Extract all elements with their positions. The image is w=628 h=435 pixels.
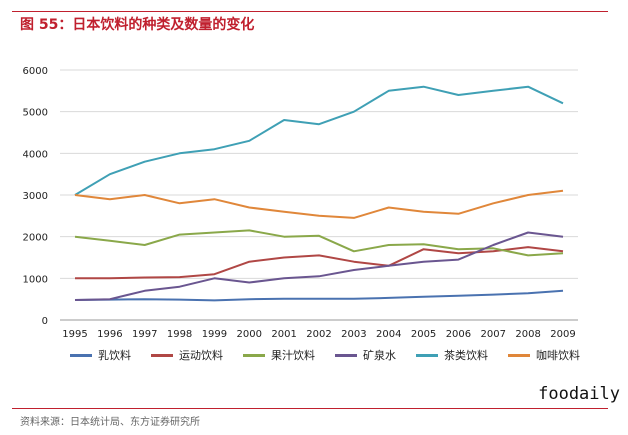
x-tick-label-1998: 1998	[167, 329, 192, 340]
legend-label-2: 果汁饮料	[271, 349, 315, 362]
y-tick-label-2000: 2000	[23, 233, 48, 244]
legend-item-0: 乳饮料	[70, 347, 131, 363]
source-rule	[12, 408, 608, 409]
x-tick-label-2009: 2009	[550, 329, 575, 340]
legend-label-0: 乳饮料	[98, 349, 131, 362]
legend-swatch-3	[335, 353, 357, 357]
x-tick-label-2007: 2007	[481, 329, 506, 340]
y-tick-label-1000: 1000	[23, 274, 48, 285]
x-tick-label-2003: 2003	[341, 329, 366, 340]
x-tick-label-2005: 2005	[411, 329, 436, 340]
line-chart: 0 1000 2000 3000 4000 5000 6000 1995 1996 1997 199…	[23, 66, 578, 340]
title-rule	[12, 11, 608, 12]
y-tick-label-5000: 5000	[23, 108, 48, 119]
chart-legend: 乳饮料 运动饮料 果汁饮料 矿泉水 茶类饮料 咖啡饮料	[70, 346, 610, 364]
series-line-2	[74, 229, 564, 257]
y-tick-label-3000: 3000	[23, 191, 48, 202]
legend-item-3: 矿泉水	[335, 347, 396, 363]
y-tick-label-6000: 6000	[23, 66, 48, 77]
x-tick-label-2000: 2000	[237, 329, 262, 340]
chart-title: 图 55：日本饮料的种类及数量的变化	[20, 17, 255, 33]
series-line-0	[74, 289, 564, 302]
legend-label-3: 矿泉水	[363, 349, 396, 362]
source-note: 资料来源：日本统计局、东方证券研究所	[20, 417, 200, 428]
legend-swatch-4	[416, 353, 438, 357]
legend-swatch-0	[70, 353, 92, 357]
x-tick-label-2004: 2004	[376, 329, 401, 340]
x-tick-label-1996: 1996	[97, 329, 122, 340]
series-line-3	[74, 231, 564, 301]
x-tick-label-2002: 2002	[306, 329, 331, 340]
legend-label-4: 茶类饮料	[444, 349, 488, 362]
legend-swatch-5	[508, 353, 530, 357]
x-tick-label-2006: 2006	[446, 329, 471, 340]
x-tick-label-2008: 2008	[515, 329, 540, 340]
legend-item-2: 果汁饮料	[243, 347, 315, 363]
x-tick-label-1997: 1997	[132, 329, 157, 340]
y-tick-label-0: 0	[42, 316, 48, 327]
legend-item-5: 咖啡饮料	[508, 347, 580, 363]
legend-label-5: 咖啡饮料	[536, 349, 580, 362]
series-line-4	[74, 85, 564, 196]
legend-item-1: 运动饮料	[151, 347, 223, 363]
watermark: foodaily	[538, 384, 620, 404]
legend-swatch-2	[243, 353, 265, 357]
x-tick-label-1999: 1999	[202, 329, 227, 340]
legend-label-1: 运动饮料	[179, 349, 223, 362]
x-tick-label-1995: 1995	[62, 329, 87, 340]
legend-swatch-1	[151, 353, 173, 357]
x-tick-label-2001: 2001	[271, 329, 296, 340]
legend-item-4: 茶类饮料	[416, 347, 488, 363]
series-line-5	[74, 189, 564, 219]
series-line-1	[75, 246, 564, 280]
y-tick-label-4000: 4000	[23, 149, 48, 160]
